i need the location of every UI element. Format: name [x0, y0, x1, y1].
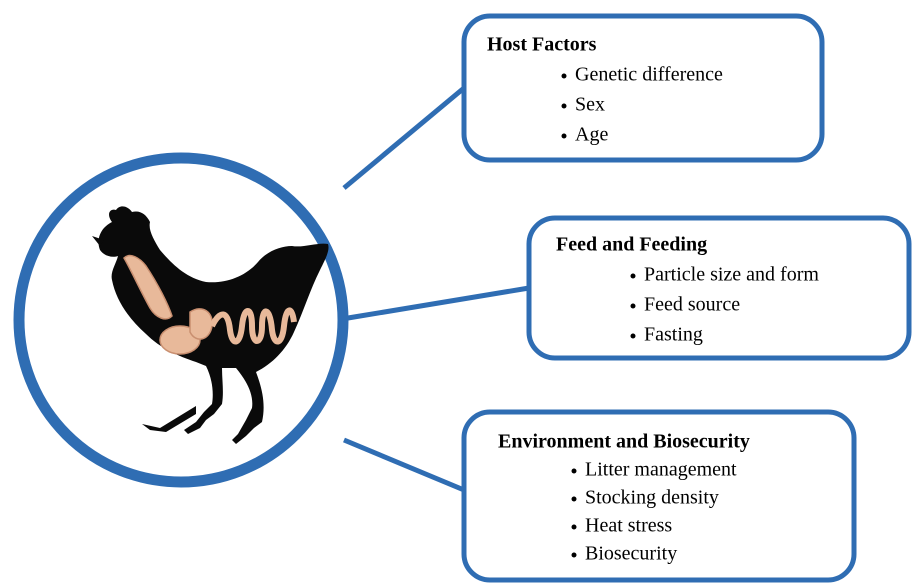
box-item: Genetic difference — [575, 64, 723, 86]
box-item: Stocking density — [585, 487, 719, 509]
box-title: Environment and Biosecurity — [498, 431, 750, 453]
bullet — [631, 334, 636, 339]
bullet — [562, 134, 567, 139]
factor-box: Host Factors Genetic difference Sex Age — [464, 16, 822, 160]
bullet — [572, 497, 577, 502]
box-item: Sex — [575, 94, 605, 116]
box-item: Feed source — [644, 294, 740, 316]
bullet — [631, 304, 636, 309]
box-item: Litter management — [585, 459, 737, 481]
bullet — [572, 553, 577, 558]
factor-box: Feed and Feeding Particle size and form Fe… — [529, 218, 909, 358]
box-item: Fasting — [644, 324, 703, 346]
bullet — [631, 274, 636, 279]
box-item: Biosecurity — [585, 543, 677, 565]
factor-boxes: Host Factors Genetic difference Sex Age Feed… — [464, 16, 909, 580]
box-item: Age — [575, 124, 608, 146]
diagram: Host Factors Genetic difference Sex Age Feed… — [0, 0, 913, 584]
box-item: Particle size and form — [644, 264, 819, 286]
box-title: Host Factors — [487, 34, 597, 56]
connector — [344, 88, 464, 188]
connector — [344, 440, 464, 490]
bullet — [572, 469, 577, 474]
box-title: Feed and Feeding — [556, 234, 707, 256]
bullet — [562, 104, 567, 109]
bullet — [562, 74, 567, 79]
bullet — [572, 525, 577, 530]
box-item: Heat stress — [585, 515, 672, 537]
factor-box: Environment and Biosecurity Litter manage… — [464, 412, 854, 580]
connector — [348, 288, 529, 318]
